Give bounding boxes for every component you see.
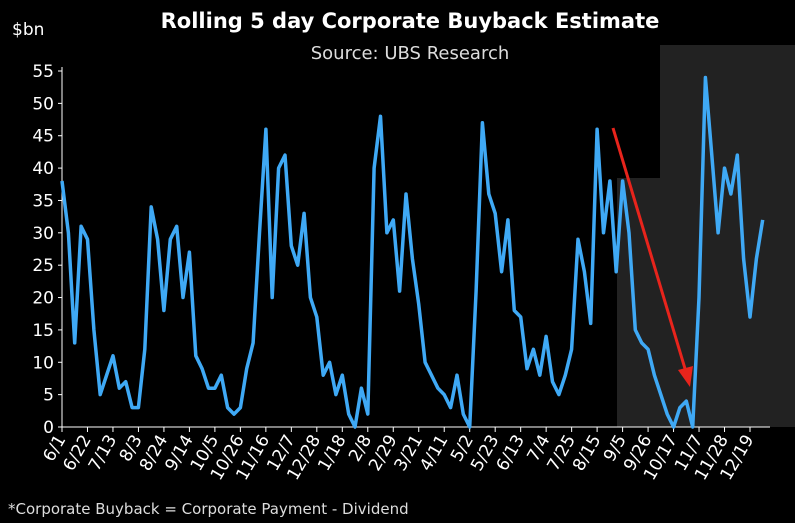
y-tick-label: 40: [32, 159, 54, 179]
y-tick-label: 35: [32, 191, 54, 211]
y-tick-label: 5: [43, 386, 54, 406]
x-tick-label: 4/11: [416, 432, 452, 475]
chart-title: Rolling 5 day Corporate Buyback Estimate: [161, 9, 660, 33]
chart-subtitle: Source: UBS Research: [311, 43, 510, 64]
x-tick-label: 1/18: [314, 432, 350, 475]
y-tick-label: 15: [32, 321, 54, 341]
y-tick-label: 50: [32, 94, 54, 114]
highlight-region: [617, 45, 795, 427]
y-tick-label: 10: [32, 353, 54, 373]
x-tick-label: 7/13: [85, 432, 121, 475]
x-tick-label: 8/15: [569, 432, 605, 475]
arrow-head: [678, 366, 693, 387]
plot: 05101520253035404550556/16/227/138/38/24…: [32, 62, 770, 484]
y-tick-label: 25: [32, 256, 54, 276]
annotation-arrow: [611, 127, 688, 373]
y-axis-label: $bn: [12, 20, 44, 40]
y-tick-label: 45: [32, 127, 54, 147]
y-tick-label: 30: [32, 224, 54, 244]
y-tick-label: 0: [43, 418, 54, 438]
footnote: *Corporate Buyback = Corporate Payment -…: [8, 500, 409, 518]
y-tick-label: 20: [32, 289, 54, 309]
data-line: [60, 75, 765, 429]
x-tick-label: 6/13: [493, 432, 529, 475]
y-tick-label: 55: [32, 62, 54, 82]
